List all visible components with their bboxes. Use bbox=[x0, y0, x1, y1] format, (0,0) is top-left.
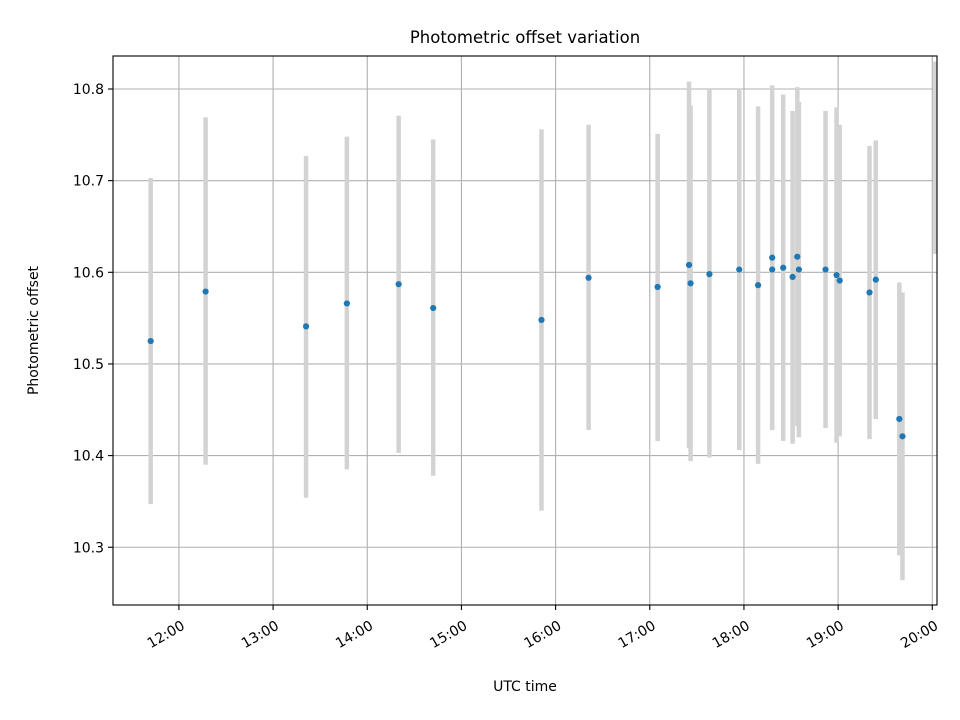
data-point bbox=[794, 253, 801, 260]
data-point bbox=[789, 273, 796, 280]
data-point bbox=[866, 289, 873, 296]
y-axis-label: Photometric offset bbox=[26, 265, 42, 395]
data-point bbox=[585, 274, 592, 281]
data-point bbox=[769, 254, 776, 261]
data-point bbox=[896, 415, 903, 423]
data-point bbox=[202, 288, 209, 295]
point-layer bbox=[147, 253, 906, 440]
data-point bbox=[687, 280, 694, 287]
y-tick-label: 10.7 bbox=[73, 174, 104, 190]
data-point bbox=[833, 271, 840, 279]
y-tick-label: 10.8 bbox=[73, 82, 104, 98]
y-tick-label: 10.5 bbox=[73, 357, 104, 373]
y-tick-label: 10.6 bbox=[73, 265, 104, 281]
data-point bbox=[395, 281, 402, 288]
data-point bbox=[872, 276, 879, 283]
data-point bbox=[780, 264, 787, 271]
data-point bbox=[654, 283, 661, 291]
data-point bbox=[899, 433, 906, 440]
plot-frame bbox=[112, 55, 938, 606]
data-point bbox=[685, 261, 693, 269]
chart-title: Photometric offset variation bbox=[410, 28, 640, 47]
data-point bbox=[822, 266, 829, 273]
data-point bbox=[706, 271, 713, 278]
data-point bbox=[754, 282, 762, 289]
data-point bbox=[769, 266, 776, 273]
y-tick-label: 10.3 bbox=[73, 540, 104, 556]
data-point bbox=[836, 277, 843, 284]
data-point bbox=[795, 266, 802, 273]
x-axis-label: UTC time bbox=[493, 679, 557, 695]
data-point bbox=[430, 304, 437, 312]
data-point bbox=[302, 323, 310, 330]
data-point bbox=[343, 300, 350, 307]
data-point bbox=[736, 266, 743, 273]
y-tick-label: 10.4 bbox=[73, 449, 104, 465]
data-point bbox=[147, 337, 154, 345]
data-point bbox=[538, 316, 545, 324]
